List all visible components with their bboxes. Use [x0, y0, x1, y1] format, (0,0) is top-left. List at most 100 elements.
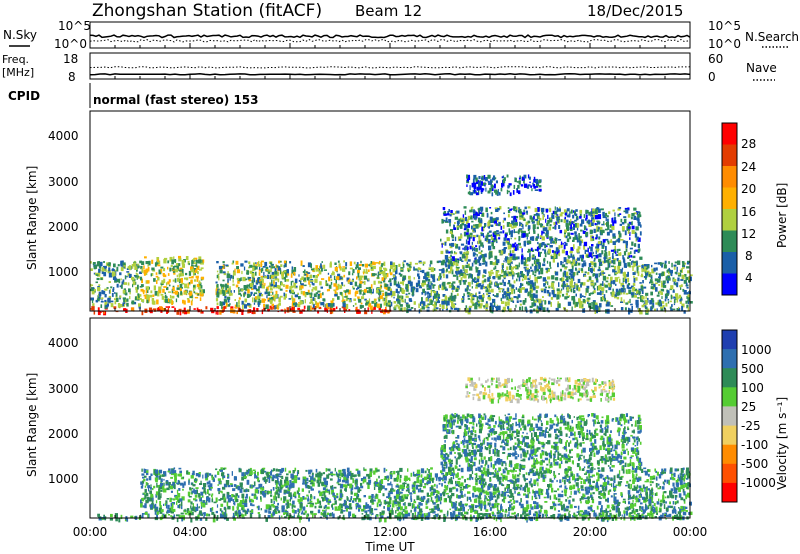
power-pixel [228, 292, 232, 296]
power-pixel [315, 268, 317, 272]
power-pixel [685, 276, 689, 281]
velocity-pixel [166, 487, 170, 491]
power-pixel [618, 207, 622, 209]
power-pixel [576, 248, 580, 253]
power-pixel [343, 274, 346, 278]
power-pixel [516, 244, 519, 246]
power-pixel [584, 249, 586, 254]
velocity-pixel [281, 484, 284, 487]
power-pixel [194, 257, 198, 260]
power-pixel [487, 174, 491, 179]
power-pixel [168, 298, 170, 303]
power-pixel [592, 273, 595, 277]
power-pixel [303, 305, 306, 309]
velocity-pixel [298, 508, 302, 511]
power-pixel [588, 211, 590, 216]
power-pixel [470, 215, 473, 220]
power-pixel [507, 282, 510, 285]
power-pixel [496, 241, 498, 244]
power-pixel [164, 294, 167, 299]
power-pixel [564, 231, 566, 235]
power-pixel [445, 250, 449, 254]
power-pixel [138, 303, 141, 307]
velocity-pixel [349, 506, 353, 510]
power-pixel [177, 277, 180, 282]
velocity-pixel [366, 482, 369, 485]
beam-label: Beam 12 [355, 2, 422, 20]
power-pixel [215, 298, 219, 302]
power-pixel [641, 268, 643, 273]
power-pixel [430, 292, 432, 296]
power-pixel [489, 255, 493, 258]
power-pixel [495, 190, 498, 195]
power-pixel [258, 290, 261, 293]
power-pixel [148, 307, 153, 311]
velocity-pixel [387, 483, 391, 486]
power-pixel [507, 190, 510, 193]
power-pixel [622, 272, 626, 277]
power-pixel [334, 267, 338, 272]
velocity-pixel [310, 469, 313, 473]
power-pixel [437, 296, 441, 299]
power-pixel [253, 302, 256, 305]
power-heatmap [90, 174, 693, 316]
power-pixel [512, 266, 514, 270]
power-pixel [594, 209, 598, 214]
velocity-pixel [367, 484, 370, 489]
power-pixel [489, 280, 492, 285]
velocity-pixel [337, 508, 341, 511]
power-pixel [471, 209, 473, 213]
velocity-pixel [260, 483, 263, 489]
power-pixel [538, 298, 542, 304]
power-pixel [607, 242, 610, 245]
power-pixel [246, 284, 250, 287]
power-pixel [300, 301, 303, 305]
power-pixel [488, 219, 491, 224]
power-pixel [477, 276, 480, 279]
velocity-pixel [275, 496, 277, 501]
power-pixel [433, 305, 437, 309]
velocity-pixel [142, 492, 146, 495]
power-pixel [312, 267, 316, 273]
power-pixel [578, 287, 581, 292]
power-pixel [661, 301, 665, 304]
power-pixel [465, 256, 469, 259]
power-pixel [503, 291, 507, 296]
power-pixel [415, 282, 419, 288]
power-pixel [515, 231, 518, 233]
velocity-pixel [190, 508, 193, 514]
power-pixel [97, 310, 101, 316]
velocity-pixel [316, 479, 320, 484]
velocity-pixel [384, 501, 388, 505]
power-pixel [298, 279, 302, 282]
power-pixel [511, 290, 514, 295]
power-pixel [168, 279, 171, 283]
power-pixel [451, 301, 453, 307]
power-pixel [562, 242, 564, 245]
power-pixel [650, 306, 652, 309]
power-pixel [362, 281, 364, 284]
power-pixel [307, 289, 310, 294]
power-pixel [631, 230, 635, 234]
power-pixel [152, 300, 156, 305]
velocity-pixel [237, 495, 240, 498]
power-pixel [521, 215, 524, 218]
power-pixel [534, 270, 537, 274]
power-pixel [467, 246, 469, 250]
power-pixel [598, 237, 600, 240]
velocity-pixel [628, 513, 631, 518]
power-pixel [618, 276, 620, 279]
power-pixel [294, 278, 298, 283]
power-pixel [516, 188, 518, 193]
power-pixel [633, 275, 635, 278]
power-pixel [260, 281, 262, 286]
power-pixel [197, 265, 200, 270]
power-pixel [385, 302, 388, 307]
power-pixel [259, 266, 261, 270]
power-pixel [317, 293, 320, 296]
power-pixel [270, 274, 275, 278]
power-pixel [529, 305, 533, 308]
power-pixel [315, 265, 319, 270]
velocity-pixel [163, 478, 165, 481]
power-pixel [200, 262, 204, 265]
